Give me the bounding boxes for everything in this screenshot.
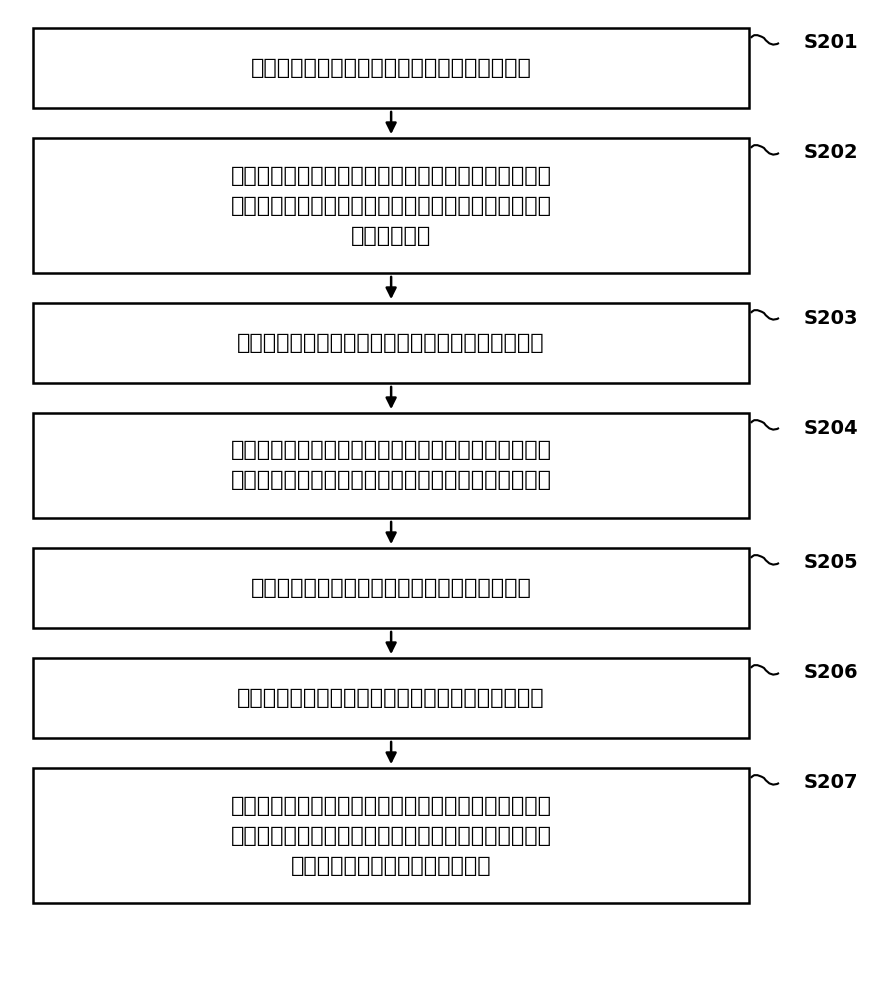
Bar	[33, 303, 749, 383]
Text: S203: S203	[804, 308, 858, 328]
Text: S202: S202	[804, 143, 858, 162]
Text: 根据预设的标准阈値对计算出的相似度进行评分，得到: 根据预设的标准阈値对计算出的相似度进行评分，得到	[231, 796, 551, 816]
Text: 实时采集带锂长度方向上的轧机轧制力相关数据: 实时采集带锂长度方向上的轧机轧制力相关数据	[251, 58, 532, 78]
Text: 计算相邻两个轧辊周长区间轧制力波动数据的相似度: 计算相邻两个轧辊周长区间轧制力波动数据的相似度	[237, 688, 545, 708]
Text: S207: S207	[804, 774, 858, 792]
Text: 较大小，判断出是否存在轧辊偏心: 较大小，判断出是否存在轧辊偏心	[290, 856, 492, 876]
Text: 根据辊径计算每个轧辊周长区间轧制力波动数据: 根据辊径计算每个轧辊周长区间轧制力波动数据	[251, 578, 532, 598]
Bar	[33, 658, 749, 738]
Text: 测数据进行预处理，得到轧机轧制力数据沿带锂长度方: 测数据进行预处理，得到轧机轧制力数据沿带锂长度方	[231, 196, 551, 216]
Text: S206: S206	[804, 664, 858, 682]
Text: S201: S201	[804, 33, 858, 52]
Text: 向的分布矩阵: 向的分布矩阵	[351, 226, 431, 245]
Bar	[33, 548, 749, 628]
Bar	[33, 768, 749, 903]
Text: S205: S205	[804, 554, 858, 572]
Bar	[33, 413, 749, 518]
Text: S204: S204	[804, 418, 858, 438]
Text: 波动数据，得到带锂长度方向上的轧机轧制力波动数据: 波动数据，得到带锂长度方向上的轧机轧制力波动数据	[231, 471, 551, 490]
Bar	[33, 138, 749, 273]
Text: 消除轧制力随带锂厚度变化趋势数据保留轧制力随轧辊: 消除轧制力随带锂厚度变化趋势数据保留轧制力随轧辊	[231, 440, 551, 460]
Bar	[33, 28, 749, 108]
Text: 对轧制力进行二次采样并对采样结果进行多项式拟合: 对轧制力进行二次采样并对采样结果进行多项式拟合	[237, 333, 545, 353]
Text: 轧辊偏心状态评分，将轧辊偏心状态评分与预设阈値比: 轧辊偏心状态评分，将轧辊偏心状态评分与预设阈値比	[231, 826, 551, 846]
Text: 当检测到预设事件发生时，对轧机轧制力和轧制速度实: 当检测到预设事件发生时，对轧机轧制力和轧制速度实	[231, 165, 551, 186]
